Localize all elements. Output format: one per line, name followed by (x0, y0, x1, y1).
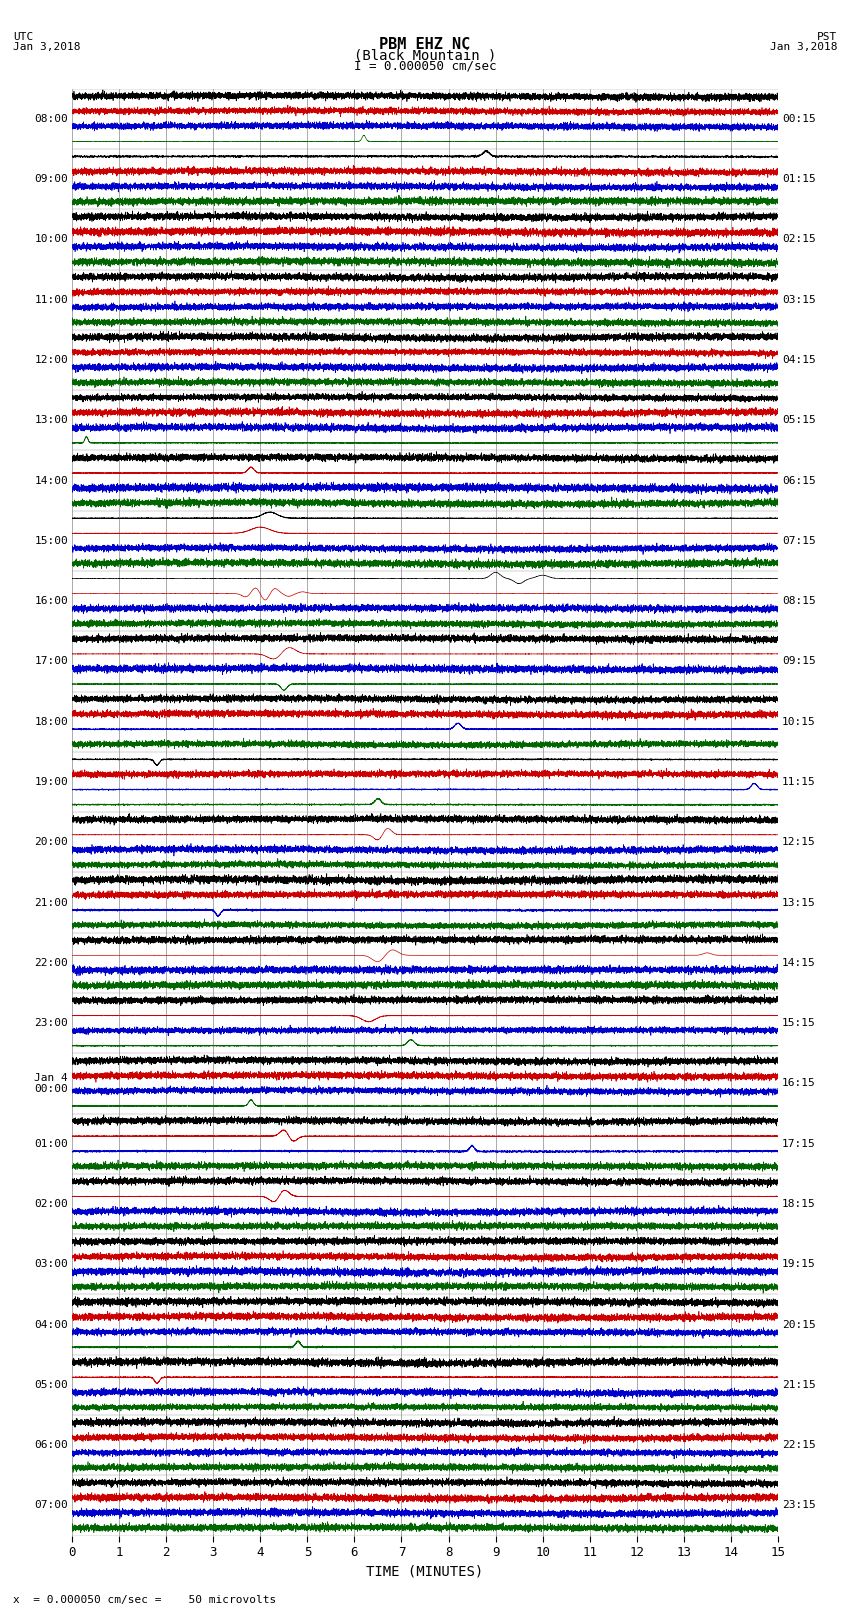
Text: PBM EHZ NC: PBM EHZ NC (379, 37, 471, 52)
Text: PST: PST (817, 32, 837, 42)
Text: UTC: UTC (13, 32, 33, 42)
Text: x  = 0.000050 cm/sec =    50 microvolts: x = 0.000050 cm/sec = 50 microvolts (13, 1595, 276, 1605)
X-axis label: TIME (MINUTES): TIME (MINUTES) (366, 1565, 484, 1579)
Text: I = 0.000050 cm/sec: I = 0.000050 cm/sec (354, 60, 496, 73)
Text: (Black Mountain ): (Black Mountain ) (354, 48, 496, 63)
Text: Jan 3,2018: Jan 3,2018 (770, 42, 837, 52)
Text: Jan 3,2018: Jan 3,2018 (13, 42, 80, 52)
